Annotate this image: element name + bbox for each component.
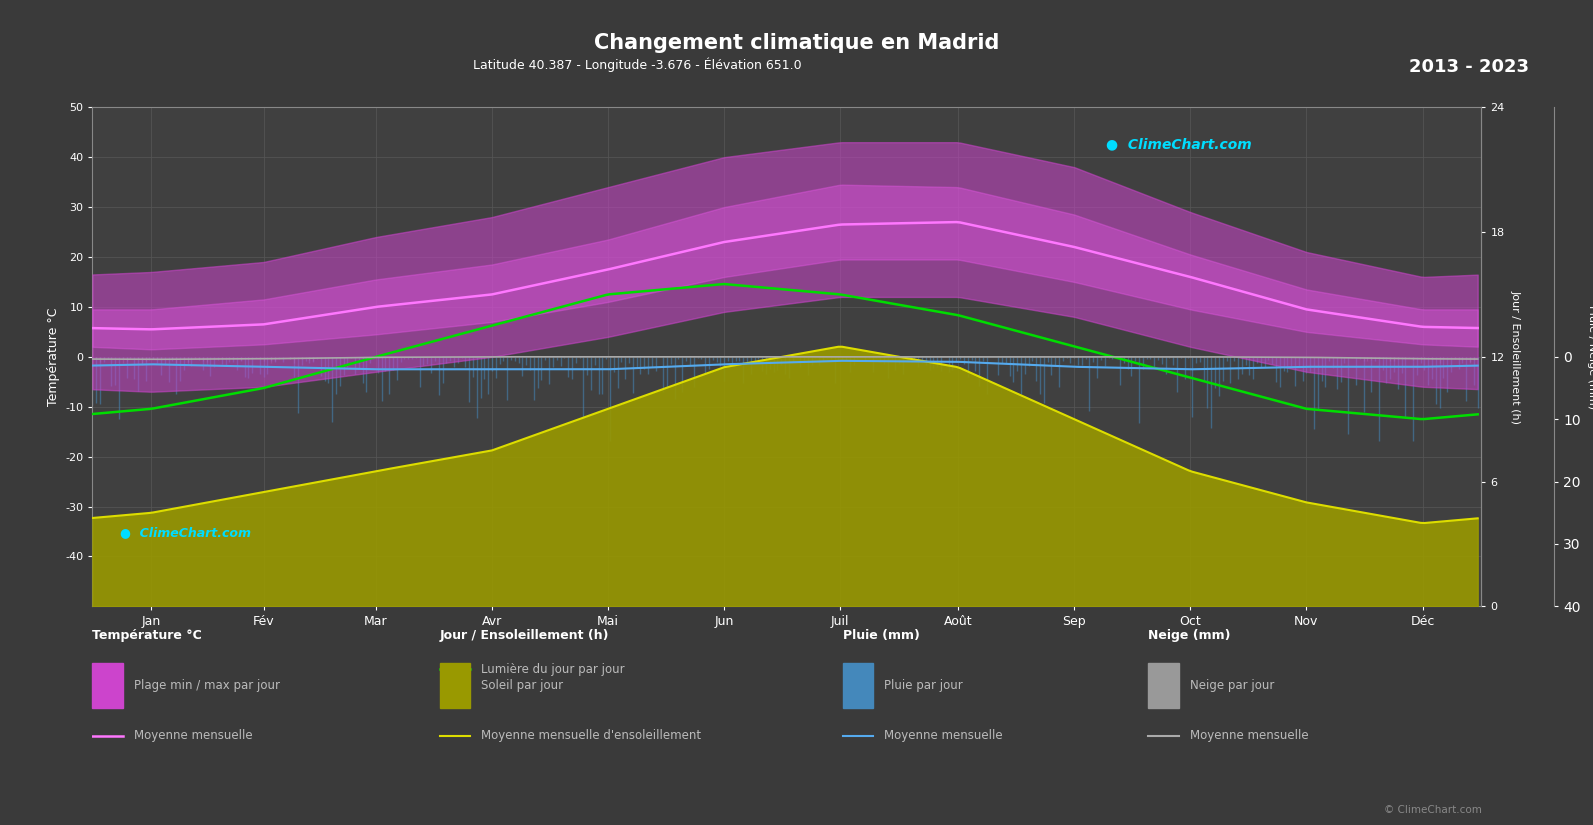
Text: Moyenne mensuelle: Moyenne mensuelle (884, 729, 1004, 742)
Text: ●  ClimeChart.com: ● ClimeChart.com (1107, 137, 1252, 151)
Bar (92, 663, 123, 708)
Text: Moyenne mensuelle d'ensoleillement: Moyenne mensuelle d'ensoleillement (481, 729, 701, 742)
Text: Température °C: Température °C (92, 629, 202, 642)
Text: Latitude 40.387 - Longitude -3.676 - Élévation 651.0: Latitude 40.387 - Longitude -3.676 - Élé… (473, 58, 801, 73)
Text: Jour / Ensoleillement (h): Jour / Ensoleillement (h) (440, 629, 609, 642)
Text: Moyenne mensuelle: Moyenne mensuelle (1190, 729, 1308, 742)
Y-axis label: Jour / Ensoleillement (h): Jour / Ensoleillement (h) (1510, 290, 1520, 424)
Text: Soleil par jour: Soleil par jour (481, 679, 564, 692)
Text: Neige (mm): Neige (mm) (1149, 629, 1231, 642)
Text: Changement climatique en Madrid: Changement climatique en Madrid (594, 33, 999, 53)
Text: Plage min / max par jour: Plage min / max par jour (134, 679, 280, 692)
Text: Moyenne mensuelle: Moyenne mensuelle (134, 729, 253, 742)
Bar (1149, 663, 1179, 708)
Bar (843, 663, 873, 708)
Text: Pluie par jour: Pluie par jour (884, 679, 962, 692)
Text: ●  ClimeChart.com: ● ClimeChart.com (119, 526, 252, 540)
Y-axis label: Température °C: Température °C (46, 308, 59, 406)
Text: © ClimeChart.com: © ClimeChart.com (1384, 804, 1481, 815)
Text: Pluie (mm): Pluie (mm) (843, 629, 919, 642)
Text: Lumière du jour par jour: Lumière du jour par jour (481, 662, 624, 676)
Bar (440, 663, 470, 708)
Text: Neige par jour: Neige par jour (1190, 679, 1274, 692)
Text: 2013 - 2023: 2013 - 2023 (1410, 58, 1529, 76)
Y-axis label: Pluie / Neige (mm): Pluie / Neige (mm) (1587, 304, 1593, 409)
